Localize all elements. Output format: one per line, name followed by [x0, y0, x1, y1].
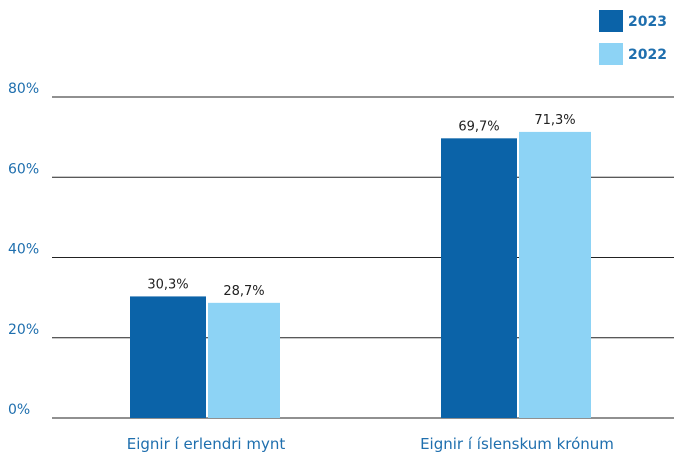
- y-tick-label: 80%: [8, 81, 39, 97]
- legend: 2023 2022: [599, 10, 667, 65]
- bar-2023-1: [441, 138, 517, 419]
- legend-label: 2023: [628, 14, 667, 30]
- y-axis-ticks: 0% 20% 40% 60% 80%: [8, 81, 39, 418]
- y-tick-label: 0%: [8, 402, 30, 418]
- bars: [130, 131, 591, 419]
- data-label: 30,3%: [147, 277, 188, 292]
- y-tick-label: 40%: [8, 242, 39, 258]
- bar-2022-0: [208, 302, 280, 418]
- legend-swatch-2023: [599, 10, 623, 32]
- bar-2023-0: [130, 296, 206, 418]
- legend-swatch-2022: [599, 43, 623, 65]
- category-label: Eignir í erlendri mynt: [127, 435, 286, 452]
- y-tick-label: 20%: [8, 322, 39, 338]
- legend-label: 2022: [628, 47, 667, 63]
- category-label: Eignir í íslenskum krónum: [420, 435, 614, 452]
- bar-2022-1: [519, 131, 591, 418]
- data-label: 69,7%: [458, 119, 499, 134]
- data-label: 71,3%: [534, 113, 575, 128]
- data-label: 28,7%: [223, 284, 264, 299]
- data-labels: 30,3% 28,7% 69,7% 71,3%: [147, 113, 575, 299]
- category-labels: Eignir í erlendri mynt Eignir í íslenskum…: [127, 435, 614, 452]
- y-tick-label: 60%: [8, 161, 39, 177]
